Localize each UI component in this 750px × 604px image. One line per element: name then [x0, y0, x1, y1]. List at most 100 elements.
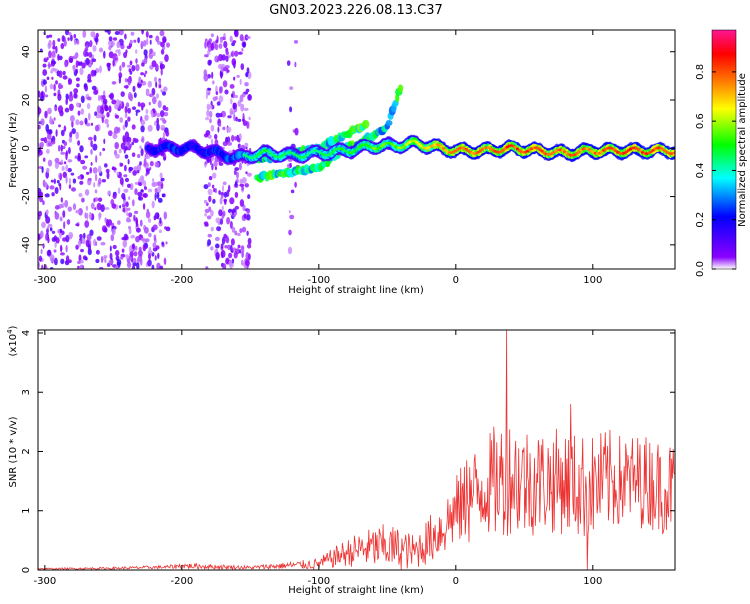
- noise-cell: [58, 70, 63, 78]
- noise-cell: [207, 188, 213, 196]
- noise-cell: [42, 243, 45, 249]
- noise-cell: [227, 141, 233, 146]
- noise-cell: [214, 166, 217, 170]
- noise-cell: [146, 208, 150, 214]
- noise-cell: [294, 61, 297, 68]
- noise-cell: [93, 70, 97, 76]
- ridge-trace: [144, 134, 675, 166]
- noise-cell: [52, 45, 56, 50]
- noise-cell: [115, 49, 121, 53]
- noise-cell: [237, 138, 241, 143]
- noise-cell: [57, 93, 62, 102]
- noise-cell: [96, 236, 102, 241]
- noise-cell: [92, 167, 98, 174]
- noise-cell: [65, 93, 69, 100]
- noise-cell: [49, 254, 55, 263]
- noise-cell: [144, 114, 149, 121]
- noise-cell: [45, 216, 51, 224]
- noise-cell: [218, 209, 223, 217]
- noise-cell: [142, 40, 147, 47]
- noise-cell: [243, 107, 249, 111]
- noise-cell: [210, 124, 215, 132]
- noise-cell: [38, 107, 42, 115]
- noise-cell: [73, 39, 77, 46]
- noise-cell: [68, 57, 73, 64]
- noise-cell: [102, 147, 106, 152]
- noise-cell: [135, 217, 138, 225]
- noise-cell: [151, 87, 156, 96]
- noise-cell: [226, 217, 231, 225]
- snr-series-line: [38, 330, 675, 570]
- noise-cell: [233, 113, 236, 122]
- noise-cell: [94, 173, 98, 182]
- noise-cell: [69, 131, 73, 139]
- noise-cell: [215, 243, 220, 249]
- noise-cell: [87, 73, 92, 82]
- noise-cell: [163, 211, 167, 220]
- noise-cell: [143, 158, 147, 167]
- noise-cell: [135, 58, 138, 64]
- noise-cell: [65, 164, 69, 172]
- noise-cell: [156, 192, 160, 199]
- noise-cell: [60, 151, 66, 155]
- noise-cell: [140, 72, 145, 76]
- noise-cell: [43, 264, 48, 269]
- noise-cell: [214, 96, 218, 100]
- noise-cell: [137, 154, 141, 158]
- noise-cell: [127, 64, 131, 68]
- noise-cell: [236, 232, 241, 237]
- noise-cell: [128, 245, 133, 253]
- noise-cell: [97, 95, 101, 102]
- noise-cell: [214, 43, 219, 51]
- noise-cell: [139, 145, 142, 149]
- noise-cell: [85, 122, 91, 127]
- noise-cell: [62, 75, 68, 80]
- noise-cell: [84, 212, 87, 219]
- noise-cell: [140, 219, 143, 227]
- noise-cell: [95, 155, 98, 163]
- noise-cell: [233, 212, 238, 216]
- noise-cell: [164, 226, 167, 230]
- noise-cell: [154, 187, 158, 194]
- noise-cell: [245, 259, 250, 267]
- noise-cell: [158, 229, 162, 234]
- noise-cell: [75, 244, 79, 250]
- noise-cell: [160, 68, 163, 76]
- noise-cell: [106, 171, 110, 180]
- snr-y-unit-label: (x104): [6, 325, 19, 356]
- noise-cell: [222, 141, 228, 147]
- noise-cell: [158, 79, 162, 86]
- noise-cell: [118, 148, 122, 154]
- noise-cell: [223, 191, 228, 198]
- chart-title: GN03.2023.226.08.13.C37: [269, 3, 443, 18]
- noise-cell: [128, 196, 131, 201]
- noise-cell: [88, 51, 93, 58]
- noise-cell: [82, 30, 87, 38]
- noise-cell: [60, 258, 65, 265]
- noise-cell: [242, 112, 245, 120]
- noise-cell: [114, 126, 119, 134]
- noise-cell: [70, 34, 73, 42]
- noise-cell: [93, 182, 96, 188]
- noise-cell: [232, 40, 237, 44]
- noise-cell: [124, 131, 130, 140]
- noise-cell: [46, 226, 50, 230]
- noise-cell: [220, 66, 225, 73]
- noise-cell: [147, 218, 152, 223]
- noise-cell: [65, 234, 70, 243]
- noise-cell: [89, 229, 94, 236]
- noise-cell: [104, 30, 109, 33]
- noise-cell: [92, 143, 98, 151]
- noise-cell: [111, 167, 117, 171]
- noise-cell: [106, 111, 110, 118]
- noise-cell: [68, 259, 72, 264]
- noise-cell: [104, 217, 107, 223]
- noise-cell: [151, 60, 157, 68]
- noise-cell: [163, 156, 166, 161]
- noise-cell: [78, 208, 83, 216]
- noise-cell: [81, 62, 86, 69]
- noise-cell: [230, 110, 235, 115]
- noise-cell: [64, 107, 70, 113]
- noise-cell: [210, 42, 214, 51]
- noise-cell: [103, 50, 106, 59]
